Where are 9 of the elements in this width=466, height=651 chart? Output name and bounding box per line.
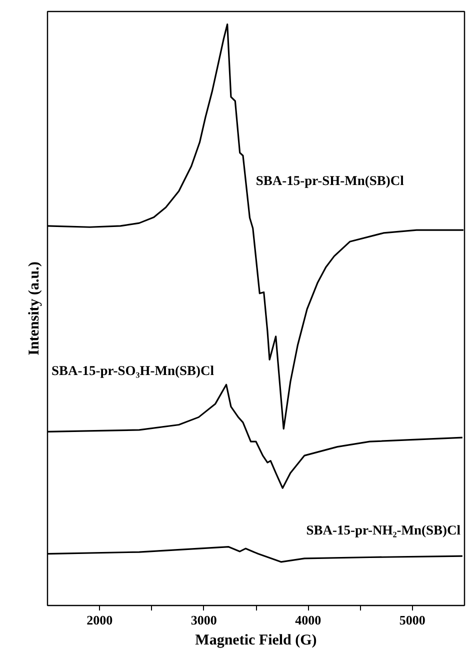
series-label: SBA-15-pr-SO₃H-Mn(SB)Cl (52, 363, 214, 378)
y-axis-title: Intensity (a.u.) (26, 262, 42, 356)
series-label: SBA-15-pr-SH-Mn(SB)Cl (256, 173, 404, 188)
x-tick-label: 2000 (86, 612, 113, 628)
x-tick-label: 4000 (295, 612, 322, 628)
x-tick-label: 5000 (399, 612, 426, 628)
x-axis-title: Magnetic Field (G) (195, 632, 317, 648)
series-label: SBA-15-pr-NH₂-Mn(SB)Cl (306, 522, 461, 538)
x-tick-label: 3000 (190, 612, 217, 628)
